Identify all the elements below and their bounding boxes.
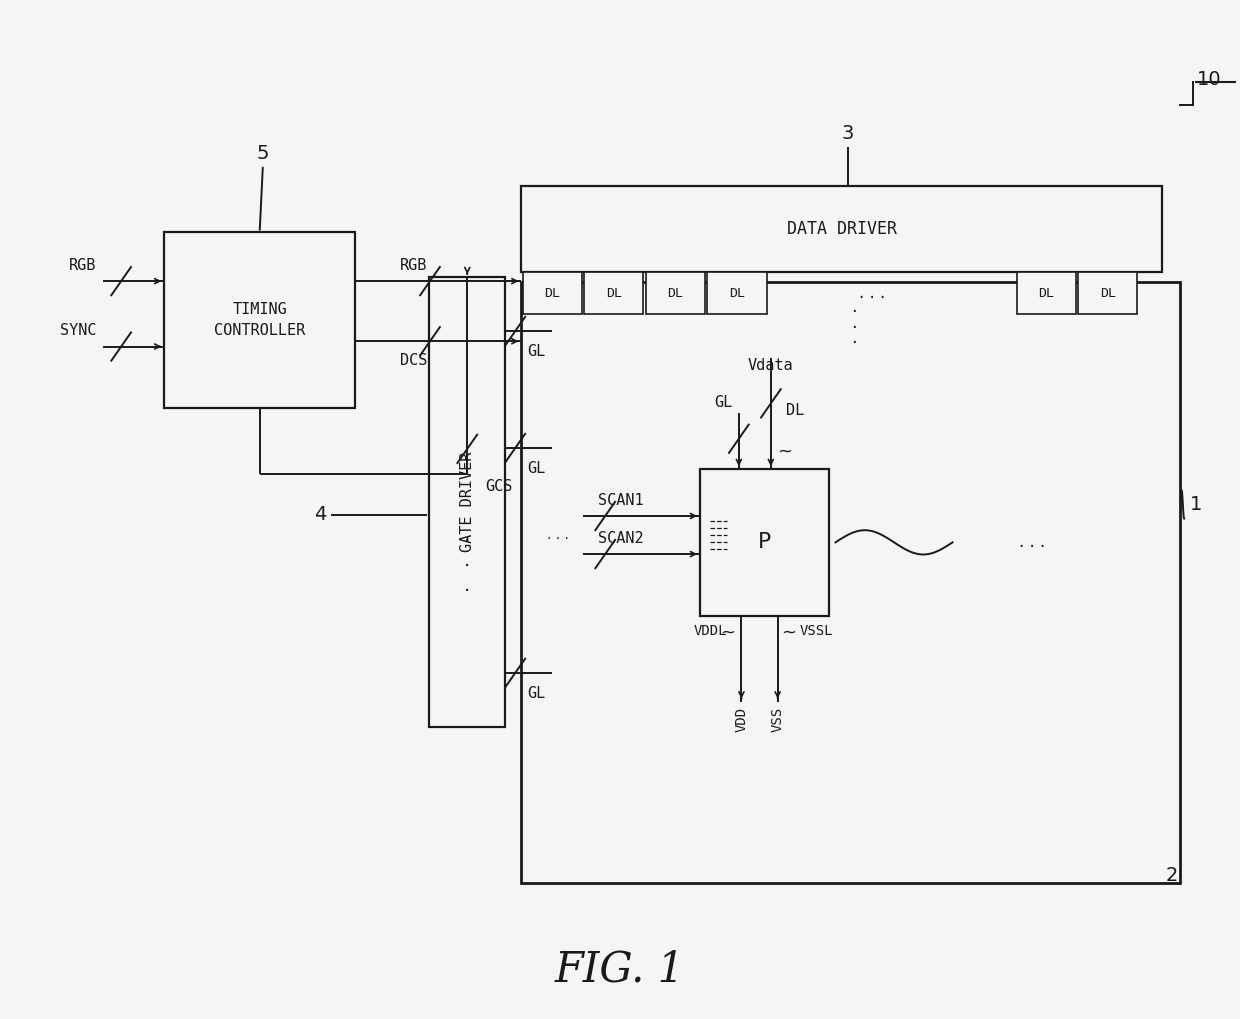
Bar <box>522 186 1162 272</box>
Text: DL: DL <box>729 286 745 300</box>
Text: DL: DL <box>1038 286 1054 300</box>
Text: . . .: . . . <box>1019 533 1045 551</box>
Text: GATE DRIVER: GATE DRIVER <box>460 451 475 552</box>
Bar <box>646 272 706 315</box>
Text: . . .: . . . <box>859 284 885 303</box>
Text: GL: GL <box>528 461 546 476</box>
Text: DL: DL <box>544 286 560 300</box>
Text: TIMING
CONTROLLER: TIMING CONTROLLER <box>215 302 305 338</box>
Bar <box>164 231 355 409</box>
Bar <box>701 469 830 615</box>
Text: .: . <box>464 576 470 595</box>
Text: DL: DL <box>786 403 804 418</box>
Text: 3: 3 <box>842 123 854 143</box>
Text: RGB: RGB <box>399 258 427 273</box>
Text: SCAN2: SCAN2 <box>598 531 644 546</box>
Text: .: . <box>851 299 857 316</box>
Text: VDD: VDD <box>734 706 749 732</box>
Bar <box>522 282 1180 883</box>
Text: GCS: GCS <box>486 479 513 494</box>
Text: VSS: VSS <box>770 706 785 732</box>
Bar <box>1078 272 1137 315</box>
Text: VSSL: VSSL <box>800 624 833 638</box>
Bar <box>429 277 506 727</box>
Text: DL: DL <box>1100 286 1116 300</box>
Text: DL: DL <box>667 286 683 300</box>
Text: DL: DL <box>606 286 621 300</box>
Text: 5: 5 <box>257 144 269 163</box>
Bar <box>1017 272 1076 315</box>
Text: .: . <box>851 314 857 331</box>
Text: RGB: RGB <box>69 258 97 273</box>
Text: 4: 4 <box>315 505 327 524</box>
Text: Vdata: Vdata <box>748 358 794 373</box>
Text: ~: ~ <box>720 624 735 642</box>
Text: . . .: . . . <box>548 528 569 542</box>
Text: 10: 10 <box>1197 70 1221 89</box>
Text: DCS: DCS <box>399 354 427 368</box>
Bar <box>523 272 582 315</box>
Text: GL: GL <box>714 395 733 411</box>
Text: DATA DRIVER: DATA DRIVER <box>786 220 897 238</box>
Text: .: . <box>851 329 857 346</box>
Text: SYNC: SYNC <box>60 323 97 338</box>
Text: .: . <box>464 526 470 544</box>
Text: 2: 2 <box>1166 866 1178 884</box>
Text: ~: ~ <box>781 624 796 642</box>
Text: FIG. 1: FIG. 1 <box>556 949 684 990</box>
Text: ~: ~ <box>777 443 792 461</box>
Text: SCAN1: SCAN1 <box>598 493 644 507</box>
Text: 1: 1 <box>1190 495 1203 514</box>
Text: .: . <box>464 551 470 570</box>
Bar <box>584 272 644 315</box>
Bar <box>708 272 766 315</box>
Text: GL: GL <box>528 686 546 701</box>
Text: P: P <box>758 532 771 552</box>
Text: VDDL: VDDL <box>693 624 727 638</box>
Text: GL: GL <box>528 344 546 359</box>
